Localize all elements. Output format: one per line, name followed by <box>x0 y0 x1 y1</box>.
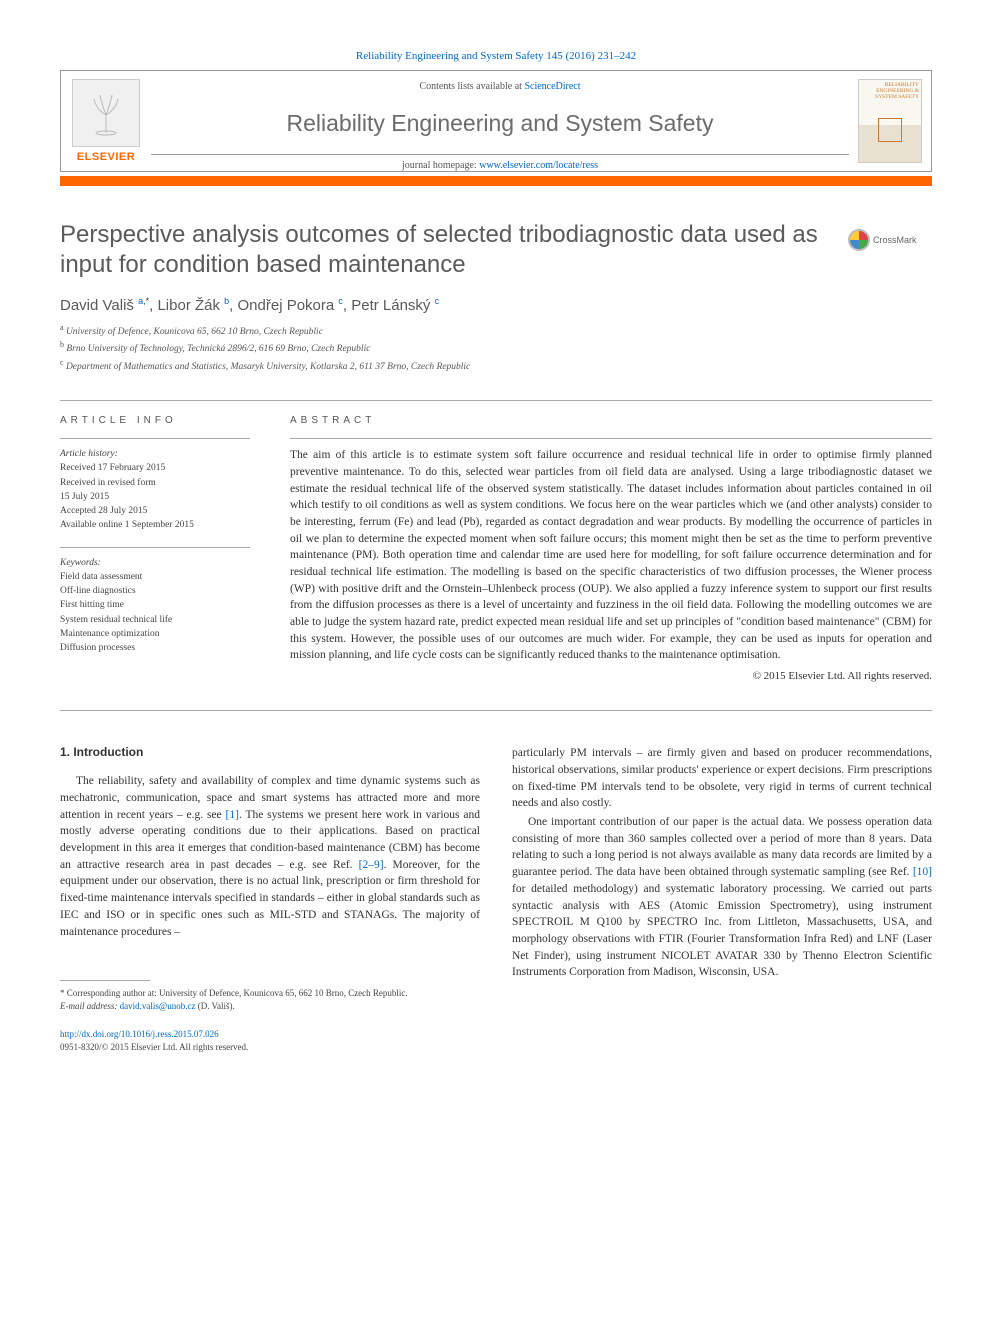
body-paragraph: One important contribution of our paper … <box>512 814 932 981</box>
issn-copyright: 0951-8320/© 2015 Elsevier Ltd. All right… <box>60 1042 248 1052</box>
keywords-block: Keywords: Field data assessment Off-line… <box>60 547 250 656</box>
journal-header: ELSEVIER Contents lists available at Sci… <box>60 70 932 172</box>
history-line: Received 17 February 2015 <box>60 461 250 475</box>
keyword: Off-line diagnostics <box>60 584 250 598</box>
footnote-line: * Corresponding author at: University of… <box>60 987 480 1000</box>
journal-cover: RELIABILITY ENGINEERING & SYSTEM SAFETY <box>849 71 931 171</box>
author-list: David Vališ a,*, Libor Žák b, Ondřej Pok… <box>60 296 932 314</box>
keyword: Maintenance optimization <box>60 627 250 641</box>
journal-name: Reliability Engineering and System Safet… <box>161 110 839 137</box>
cover-graphic-icon <box>878 118 902 142</box>
history-label: Article history: <box>60 447 250 461</box>
footnote-email-line: E-mail address: david.valis@unob.cz (D. … <box>60 1000 480 1013</box>
sciencedirect-link[interactable]: ScienceDirect <box>524 81 580 92</box>
body-paragraph: particularly PM intervals – are firmly g… <box>512 745 932 812</box>
keyword: Diffusion processes <box>60 641 250 655</box>
keyword: System residual technical life <box>60 613 250 627</box>
abstract-text: The aim of this article is to estimate s… <box>290 447 932 664</box>
brand-accent-bar <box>60 176 932 186</box>
crossmark-badge[interactable]: CrossMark <box>848 226 932 254</box>
body-paragraph: The reliability, safety and availability… <box>60 773 480 940</box>
doi-link[interactable]: http://dx.doi.org/10.1016/j.ress.2015.07… <box>60 1029 219 1039</box>
article-info-heading: ARTICLE INFO <box>60 415 250 426</box>
article-footer: http://dx.doi.org/10.1016/j.ress.2015.07… <box>60 1028 480 1053</box>
keywords-label: Keywords: <box>60 556 250 570</box>
affiliation: c Department of Mathematics and Statisti… <box>60 357 932 374</box>
abstract-heading: ABSTRACT <box>290 415 932 426</box>
abstract-copyright: © 2015 Elsevier Ltd. All rights reserved… <box>290 668 932 685</box>
journal-homepage-line: journal homepage: www.elsevier.com/locat… <box>151 154 849 171</box>
running-citation: Reliability Engineering and System Safet… <box>60 50 932 62</box>
history-line: Available online 1 September 2015 <box>60 518 250 532</box>
article-history: Article history: Received 17 February 20… <box>60 438 250 533</box>
section-heading-introduction: 1. Introduction <box>60 745 480 759</box>
journal-homepage-link[interactable]: www.elsevier.com/locate/ress <box>479 160 598 171</box>
contents-lists-line: Contents lists available at ScienceDirec… <box>161 81 839 92</box>
crossmark-icon <box>848 229 870 251</box>
keyword: Field data assessment <box>60 570 250 584</box>
article-title: Perspective analysis outcomes of selecte… <box>60 220 828 280</box>
history-line: 15 July 2015 <box>60 490 250 504</box>
history-line: Accepted 28 July 2015 <box>60 504 250 518</box>
crossmark-label: CrossMark <box>873 235 917 245</box>
affiliation: a University of Defence, Kounicova 65, 6… <box>60 322 932 339</box>
elsevier-wordmark: ELSEVIER <box>77 151 135 163</box>
author-email-link[interactable]: david.valis@unob.cz <box>120 1001 196 1011</box>
history-line: Received in revised form <box>60 476 250 490</box>
keyword: First hitting time <box>60 598 250 612</box>
elsevier-tree-icon <box>72 79 140 147</box>
elsevier-logo: ELSEVIER <box>61 71 151 171</box>
affiliation: b Brno University of Technology, Technic… <box>60 339 932 356</box>
corresponding-author-footnote: * Corresponding author at: University of… <box>60 987 480 1012</box>
cover-title: RELIABILITY ENGINEERING & SYSTEM SAFETY <box>875 82 919 100</box>
affiliations: a University of Defence, Kounicova 65, 6… <box>60 322 932 374</box>
